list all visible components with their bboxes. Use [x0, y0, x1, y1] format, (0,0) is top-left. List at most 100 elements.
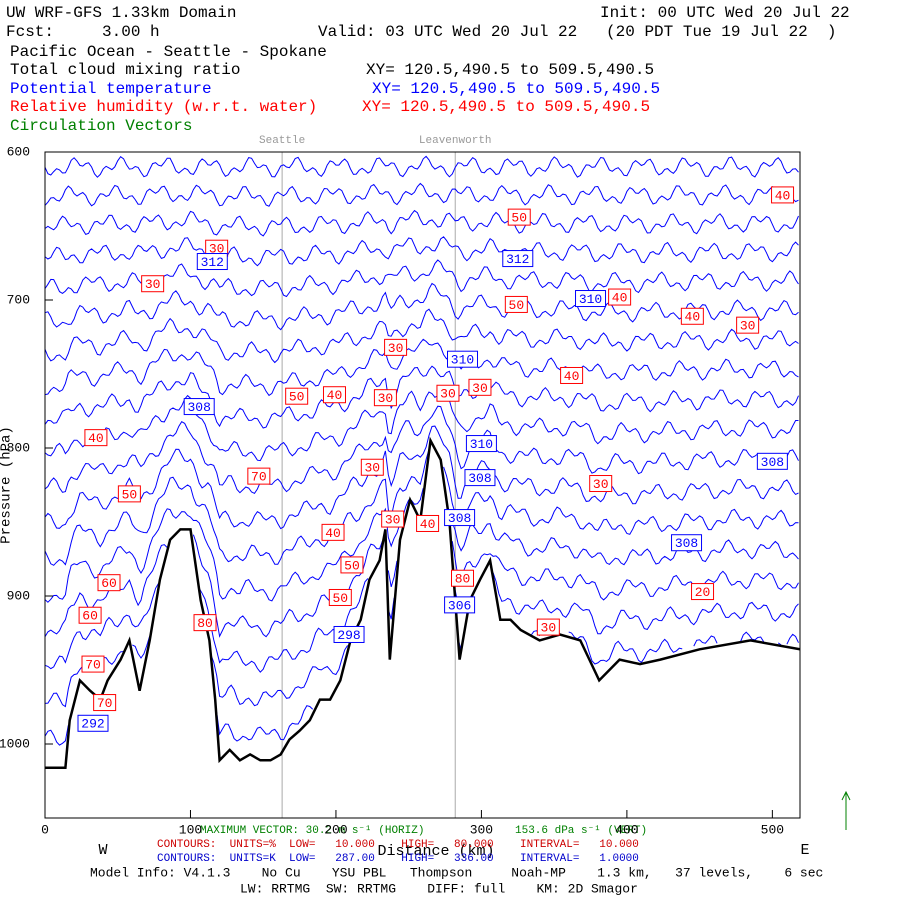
contour-label-box: [451, 569, 475, 587]
physics-info: LW: RRTMG SW: RRTMG DIFF: full KM: 2D Sm…: [240, 881, 638, 896]
contour-label-box: [321, 523, 345, 541]
contour-label: 40: [564, 369, 580, 384]
contour-label: 40: [775, 188, 791, 203]
contour-label-box: [589, 475, 613, 493]
contour-label-box: [183, 398, 215, 416]
subtitle: Pacific Ocean - Seattle - Spokane: [10, 43, 327, 61]
contour-label: 30: [209, 242, 225, 257]
isentrope-line: [45, 488, 799, 603]
contour-label: 30: [440, 387, 456, 402]
contour-label: 50: [122, 487, 138, 502]
y-tick-label: 600: [7, 144, 30, 159]
contour-label-box: [97, 574, 121, 592]
contour-label: 30: [365, 461, 381, 476]
contour-label-box: [328, 588, 352, 606]
isentrope-line: [45, 425, 799, 530]
field-xy: XY= 120.5,490.5 to 509.5,490.5: [366, 61, 654, 79]
x-tick-label: 400: [615, 822, 638, 837]
contour-label-box: [416, 514, 440, 532]
isentrope-line: [45, 365, 799, 429]
isentrope-line: [45, 534, 799, 638]
contour-label: 60: [82, 609, 98, 624]
location-label: Seattle: [259, 135, 305, 147]
west-label: W: [98, 842, 107, 859]
contour-label: 312: [506, 252, 529, 267]
contour-label: 310: [470, 437, 493, 452]
contour-label-box: [333, 625, 365, 643]
contour-label: 308: [675, 536, 698, 551]
contour-label-box: [464, 469, 496, 487]
plot-frame: [44, 151, 801, 819]
max-vector: MAXIMUM VECTOR: 30.2 m s⁻¹ (HORIZ): [200, 825, 424, 837]
isentrope-line: [45, 405, 799, 495]
contour-label-box: [81, 655, 105, 673]
contour-label-box: [247, 467, 271, 485]
x-tick-label: 100: [179, 822, 202, 837]
contour-label: 50: [511, 211, 527, 226]
contour-label-box: [608, 288, 632, 306]
contour-label-box: [507, 208, 531, 226]
contour-label-box: [193, 614, 217, 632]
contour-label: 292: [81, 717, 104, 732]
rh-contours: CONTOURS: UNITS=% LOW= 10.000 HIGH= 80.0…: [157, 839, 639, 851]
contour-label-box: [322, 386, 346, 404]
contour-label-box: [575, 290, 607, 308]
reference-vector-head: [841, 790, 851, 801]
east-label: E: [800, 842, 809, 859]
contour-label: 40: [88, 431, 104, 446]
contour-label: 80: [197, 616, 213, 631]
max-vector-vert: 153.6 dPa s⁻¹ (VERT): [515, 825, 647, 837]
contour-label: 30: [593, 477, 609, 492]
x-tick-label: 200: [324, 822, 347, 837]
contour-label-box: [78, 606, 102, 624]
field-xy: XY= 120.5,490.5 to 509.5,490.5: [372, 80, 660, 98]
isentrope-line: [45, 209, 799, 237]
contour-label: 308: [468, 471, 491, 486]
isentrope-line: [45, 155, 799, 178]
terrain-line: [45, 436, 800, 769]
contour-label-box: [360, 458, 384, 476]
x-tick-label: 300: [470, 822, 493, 837]
isentrope-line: [45, 182, 799, 207]
isentrope-line: [45, 572, 799, 673]
x-tick-label: 0: [41, 822, 49, 837]
contour-label-box: [436, 384, 460, 402]
field-name: Relative humidity (w.r.t. water): [10, 98, 317, 116]
y-tick-label: 700: [7, 292, 30, 307]
contour-label: 310: [451, 353, 474, 368]
contour-label: 306: [448, 598, 471, 613]
contour-label: 30: [385, 512, 401, 527]
contour-label-box: [560, 366, 584, 384]
contour-label-box: [465, 435, 497, 453]
contour-label: 50: [344, 558, 360, 573]
field-xy: XY= 120.5,490.5 to 509.5,490.5: [362, 98, 650, 116]
contour-label-box: [373, 389, 397, 407]
contour-label: 60: [101, 576, 117, 591]
isentrope-line: [45, 259, 799, 298]
contour-label-box: [340, 556, 364, 574]
contour-label: 50: [289, 390, 305, 405]
contour-label: 308: [761, 455, 784, 470]
isentrope-line: [45, 387, 799, 462]
model-info: Model Info: V4.1.3 No Cu YSU PBL Thompso…: [90, 865, 823, 880]
isentrope-line: [45, 338, 799, 397]
contour-label-box: [93, 694, 117, 712]
contour-label-box: [504, 295, 528, 313]
y-tick-label: 900: [7, 588, 30, 603]
isentrope-line: [45, 308, 799, 364]
contour-label: 70: [97, 696, 113, 711]
contour-label-box: [736, 316, 760, 334]
contour-label: 30: [378, 391, 394, 406]
contour-label: 312: [201, 255, 224, 270]
isentrope-line: [45, 282, 799, 331]
contour-label-box: [756, 452, 788, 470]
contour-label-box: [468, 378, 492, 396]
contour-label-box: [502, 250, 534, 268]
contour-label: 70: [251, 470, 267, 485]
isentrope-line: [45, 449, 799, 566]
isentrope-line: [45, 236, 799, 267]
contour-label: 310: [579, 292, 602, 307]
init-time: Init: 00 UTC Wed 20 Jul 22: [600, 4, 850, 22]
contour-label: 40: [327, 388, 343, 403]
